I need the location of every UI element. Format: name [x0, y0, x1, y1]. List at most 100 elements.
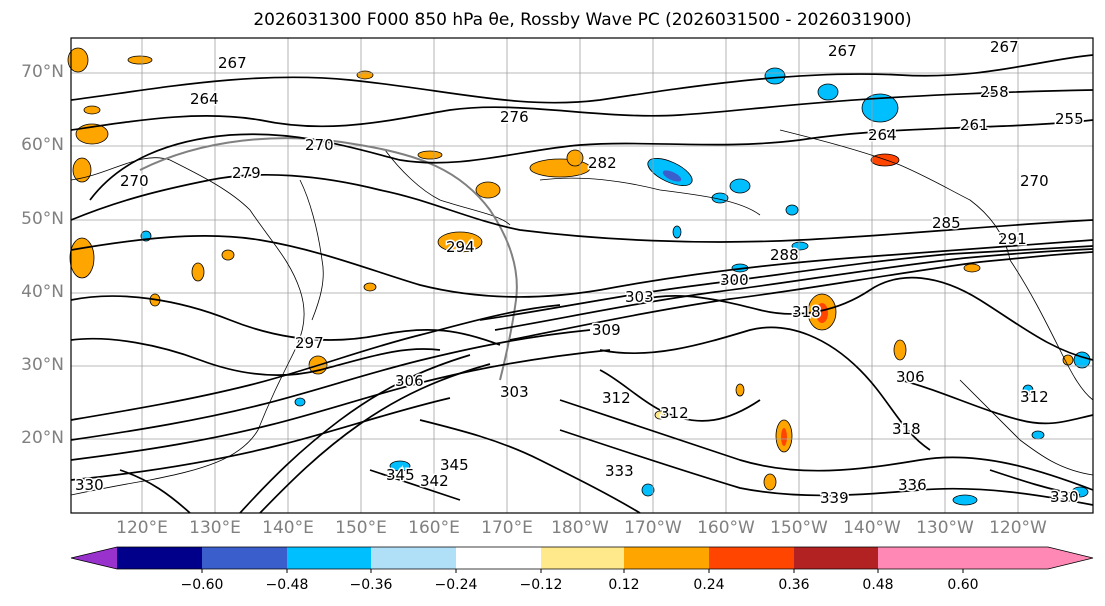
- positive-anomaly: [69, 237, 95, 279]
- positive-anomaly: [963, 263, 981, 273]
- theta-e-contour: [559, 429, 1094, 506]
- contour-label: 309: [592, 321, 621, 339]
- negative-anomaly: [785, 204, 799, 216]
- contour-label: 270: [1020, 172, 1049, 190]
- contour-label: 303: [625, 288, 654, 306]
- contour-label: 276: [500, 108, 529, 126]
- negative-anomaly: [672, 225, 682, 239]
- contour-label: 339: [820, 489, 849, 507]
- theta-e-contour: [559, 399, 1094, 491]
- graticule: [71, 38, 1093, 513]
- positive-anomaly: [72, 157, 92, 183]
- longitude-label: 130°W: [916, 518, 974, 538]
- positive-anomaly: [417, 150, 443, 160]
- longitude-label: 170°E: [481, 518, 533, 538]
- negative-anomaly: [764, 67, 786, 85]
- negative-anomaly: [729, 178, 751, 194]
- colorbar-tick-label: −0.36: [349, 577, 393, 593]
- negative-anomaly: [1022, 384, 1034, 396]
- longitude-label: 140°W: [843, 518, 901, 538]
- colorbar-tick-label: −0.24: [434, 577, 478, 593]
- contour-label: 264: [868, 126, 897, 144]
- longitude-label: 150°W: [770, 518, 828, 538]
- colorbar-bin: [709, 547, 794, 569]
- positive-anomaly: [67, 47, 89, 73]
- positive-anomaly: [763, 473, 777, 491]
- negative-anomaly: [389, 460, 411, 472]
- negative-anomaly: [791, 241, 809, 251]
- colorbar-bin: [287, 547, 371, 569]
- contour-label: 258: [980, 83, 1009, 101]
- colorbar-tick-label: 0.36: [778, 577, 810, 593]
- positive-anomaly: [893, 339, 907, 361]
- latitude-label: 20°N: [21, 428, 64, 448]
- latitude-label: 60°N: [21, 135, 64, 155]
- colorbar-tick-label: 0.24: [693, 577, 725, 593]
- colorbar-bin: [117, 547, 202, 569]
- colorbar-bin: [456, 547, 541, 569]
- colorbar-tick-label: 0.12: [608, 577, 640, 593]
- theta-e-contour: [419, 419, 641, 514]
- grey-track-line: [139, 137, 518, 381]
- contour-label: 279: [232, 164, 261, 182]
- longitude-label: 180°W: [551, 518, 609, 538]
- positive-anomaly: [566, 149, 584, 167]
- contour-label: 300: [720, 271, 749, 289]
- colorbar-bin: [963, 547, 1048, 569]
- colorbar-outline: [70, 546, 1094, 570]
- latitude-label: 70°N: [21, 62, 64, 82]
- theta-e-contour: [599, 369, 761, 422]
- theta-e-contour: [70, 235, 1094, 298]
- contour-label: 345: [440, 456, 469, 474]
- theta-e-contour: [70, 349, 611, 461]
- longitude-label: 150°E: [335, 518, 387, 538]
- theta-e-contour: [70, 304, 561, 421]
- contour-label: 318: [892, 420, 921, 438]
- colorbar: [70, 546, 1094, 573]
- positive-anomaly: [1062, 354, 1074, 366]
- contour-label: 345: [386, 466, 415, 484]
- negative-anomaly: [294, 397, 306, 407]
- positive-anomaly: [781, 428, 787, 446]
- colorbar-tick-label: −0.60: [180, 577, 224, 593]
- coastlines: [70, 129, 1094, 496]
- colorbar-bin: [794, 547, 878, 569]
- negative-anomaly: [662, 170, 682, 182]
- contour-label: 297: [295, 334, 324, 352]
- contour-label: 267: [828, 42, 857, 60]
- contour-label: 288: [770, 246, 799, 264]
- colorbar-bin: [202, 547, 287, 569]
- contour-label: 336: [898, 476, 927, 494]
- theta-e-contour: [989, 469, 1081, 496]
- positive-anomaly: [127, 55, 153, 65]
- contour-label: 303: [500, 383, 529, 401]
- longitude-label: 140°E: [262, 518, 314, 538]
- colorbar-tick-label: −0.48: [265, 577, 309, 593]
- positive-anomaly: [475, 181, 501, 199]
- contour-label: 291: [998, 230, 1027, 248]
- contour-label: 318: [792, 303, 821, 321]
- contour-label: 312: [602, 389, 631, 407]
- contour-label: 294: [446, 238, 475, 256]
- longitude-label: 160°W: [697, 518, 755, 538]
- longitude-label: 160°E: [408, 518, 460, 538]
- colorbar-bin: [371, 547, 456, 569]
- latitude-label: 30°N: [21, 355, 64, 375]
- contour-label: 312: [660, 404, 689, 422]
- positive-anomaly: [191, 262, 205, 282]
- contour-label: 306: [896, 368, 925, 386]
- contour-label: 312: [1020, 388, 1049, 406]
- map-background: [71, 38, 1093, 513]
- contour-label: 285: [932, 214, 961, 232]
- negative-anomaly: [817, 83, 839, 101]
- latitude-label: 40°N: [21, 282, 64, 302]
- longitude-label: 130°E: [189, 518, 241, 538]
- theta-e-contour: [639, 276, 1094, 361]
- colorbar-tick-label: 0.48: [862, 577, 894, 593]
- theta-e-contour: [70, 329, 591, 441]
- contour-label: 270: [120, 172, 149, 190]
- contour-label: 330: [75, 476, 104, 494]
- positive-anomaly: [654, 410, 666, 420]
- theta-e-contour: [70, 397, 451, 481]
